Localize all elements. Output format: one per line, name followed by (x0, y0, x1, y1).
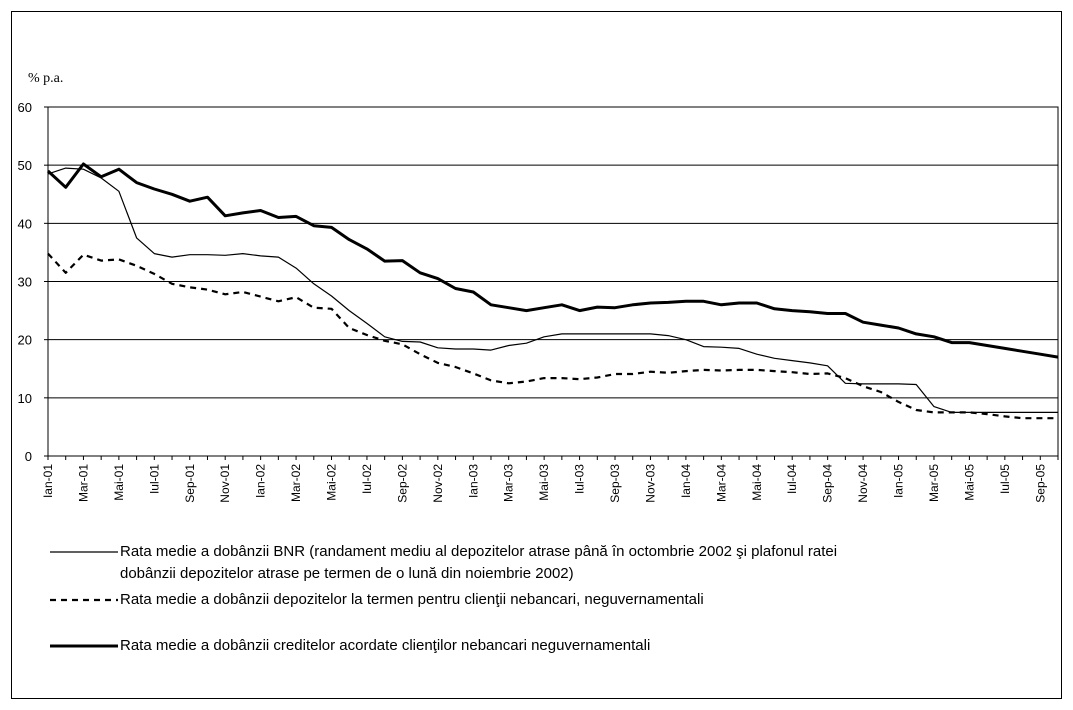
x-tick-label-iul-03: Iul-03 (573, 464, 587, 494)
x-tick-label-ian-01: Ian-01 (41, 464, 55, 498)
x-tick-label-sep-01: Sep-01 (183, 464, 197, 503)
x-tick-label-sep-02: Sep-02 (395, 464, 409, 503)
x-axis-ticks: Ian-01 Mar-01 Mai-01 Iul-01 Sep-01 Nov-01 Ian-… (41, 456, 1059, 503)
y-tick-label-60: 60 (18, 100, 32, 115)
y-tick-label-10: 10 (18, 391, 32, 406)
x-tick-label-iul-01: Iul-01 (147, 464, 161, 494)
x-tick-label-sep-03: Sep-03 (608, 464, 622, 503)
x-tick-label-iul-04: Iul-04 (785, 464, 799, 494)
y-tick-label-0: 0 (25, 449, 32, 464)
y-tick-label-40: 40 (18, 216, 32, 231)
x-tick-label-ian-02: Ian-02 (254, 464, 268, 498)
x-tick-label-mai-04: Mai-04 (750, 464, 764, 501)
legend-item-bnr-line2: dobânzii depozitelor atrase pe termen de… (120, 565, 574, 582)
series-line-deposit-rate (47, 252, 1058, 420)
legend-item-credits: Rata medie a dobânzii creditelor acordat… (120, 637, 651, 654)
x-tick-label-nov-03: Nov-03 (643, 464, 657, 503)
x-tick-label-mar-01: Mar-01 (76, 464, 90, 502)
gridlines (47, 106, 1059, 457)
x-tick-label-nov-01: Nov-01 (218, 464, 232, 503)
series-line-bnr-rate (47, 167, 1058, 413)
series-line-credit-rate (46, 162, 1059, 359)
legend-swatches (50, 551, 118, 648)
x-tick-label-iul-02: Iul-02 (360, 464, 374, 494)
x-tick-label-ian-04: Ian-04 (679, 464, 693, 498)
x-tick-label-mai-05: Mai-05 (962, 464, 976, 501)
axes (47, 107, 1058, 457)
y-axis-unit-label: % p.a. (28, 71, 64, 86)
x-tick-label-ian-05: Ian-05 (892, 464, 906, 498)
x-tick-label-nov-04: Nov-04 (856, 464, 870, 503)
series-lines (46, 162, 1059, 420)
legend-item-bnr-line1: Rata medie a dobânzii BNR (randament med… (120, 543, 838, 560)
x-tick-label-mar-04: Mar-04 (714, 464, 728, 502)
x-tick-label-sep-05: Sep-05 (1033, 464, 1047, 503)
x-tick-label-mar-03: Mar-03 (502, 464, 516, 502)
x-tick-label-mai-01: Mai-01 (112, 464, 126, 501)
y-tick-label-30: 30 (18, 275, 32, 290)
x-tick-label-nov-02: Nov-02 (431, 464, 445, 503)
x-tick-label-ian-03: Ian-03 (466, 464, 480, 498)
x-tick-label-mai-02: Mai-02 (325, 464, 339, 501)
legend-item-deposits: Rata medie a dobânzii depozitelor la ter… (120, 591, 704, 608)
x-tick-label-mar-02: Mar-02 (289, 464, 303, 502)
x-tick-label-sep-04: Sep-04 (821, 464, 835, 503)
y-tick-label-20: 20 (18, 333, 32, 348)
x-tick-label-mar-05: Mar-05 (927, 464, 941, 502)
x-tick-label-mai-03: Mai-03 (537, 464, 551, 501)
x-tick-label-iul-05: Iul-05 (998, 464, 1012, 494)
chart-frame (11, 11, 1062, 699)
y-axis-ticks: 0 10 20 30 40 50 60 (18, 100, 48, 464)
y-tick-label-50: 50 (18, 158, 32, 173)
